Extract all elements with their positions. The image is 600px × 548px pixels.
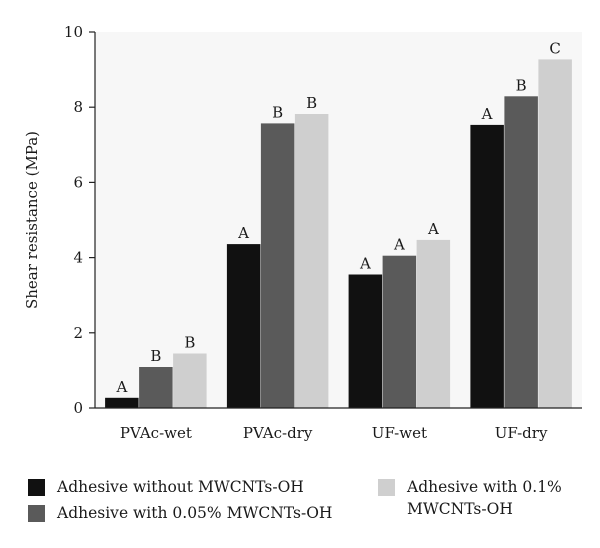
y-tick-label-2: 2	[73, 324, 83, 342]
bar-pvac-dry-series-3	[294, 114, 329, 408]
y-tick-label-8: 8	[73, 98, 83, 116]
bar-uf-wet-series-3	[416, 239, 451, 408]
significance-labels-layer: A B B A B B A A A A B C	[115, 39, 560, 395]
y-tick-label-0: 0	[73, 399, 83, 417]
significance-letter-pvac-wet-series-1: A	[115, 378, 127, 396]
significance-letter-uf-wet-series-3: A	[427, 220, 439, 238]
legend-item-005: Adhesive with 0.05% MWCNTs-OH	[28, 502, 332, 524]
bar-pvac-wet-series-3	[173, 353, 207, 408]
significance-letter-uf-dry-series-1: A	[481, 105, 493, 123]
category-label-pvac-wet: PVAc-wet	[120, 424, 192, 442]
y-tick-label-10: 10	[64, 23, 83, 41]
bar-uf-dry-series-2	[504, 96, 538, 409]
legend-label-01: Adhesive with 0.1% MWCNTs-OH	[407, 478, 562, 518]
significance-letter-uf-wet-series-1: A	[359, 255, 371, 273]
category-label-uf-dry: UF-dry	[495, 424, 548, 442]
category-labels-layer: PVAc-wet PVAc-dry UF-wet UF-dry	[120, 424, 548, 442]
bar-uf-dry-series-1	[470, 124, 504, 409]
legend-label-without: Adhesive without MWCNTs-OH	[57, 478, 304, 496]
bar-pvac-wet-series-2	[139, 367, 173, 408]
legend-swatch-005	[28, 505, 45, 522]
legend-swatch-without	[28, 479, 45, 496]
y-ticks-layer: 0 2 4 6 8 10	[64, 23, 95, 417]
legend-label-005: Adhesive with 0.05% MWCNTs-OH	[57, 504, 333, 522]
legend-swatch-01	[378, 479, 395, 496]
category-label-pvac-dry: PVAc-dry	[243, 424, 313, 442]
legend-item-01: Adhesive with 0.1% MWCNTs-OH	[378, 476, 588, 520]
category-label-uf-wet: UF-wet	[372, 424, 427, 442]
bar-uf-dry-series-3	[538, 59, 572, 409]
y-tick-label-6: 6	[73, 173, 83, 191]
significance-letter-pvac-wet-series-3: B	[184, 334, 195, 352]
significance-letter-uf-dry-series-2: B	[516, 76, 527, 94]
bar-uf-wet-series-1	[348, 274, 383, 408]
y-tick-label-4: 4	[73, 249, 83, 267]
significance-letter-pvac-wet-series-2: B	[150, 347, 161, 365]
bar-uf-wet-series-2	[382, 255, 417, 408]
significance-letter-pvac-dry-series-3: B	[306, 94, 317, 112]
bar-pvac-dry-series-1	[226, 244, 261, 408]
bar-pvac-dry-series-2	[260, 123, 295, 409]
y-axis-label: Shear resistance (MPa)	[23, 131, 41, 309]
bar-pvac-wet-series-1	[105, 397, 139, 408]
significance-letter-pvac-dry-series-1: A	[237, 224, 249, 242]
significance-letter-pvac-dry-series-2: B	[272, 103, 283, 121]
significance-letter-uf-wet-series-2: A	[393, 236, 405, 254]
significance-letter-uf-dry-series-3: C	[549, 39, 560, 57]
legend-item-without: Adhesive without MWCNTs-OH	[28, 476, 304, 498]
bars-layer	[105, 59, 572, 409]
